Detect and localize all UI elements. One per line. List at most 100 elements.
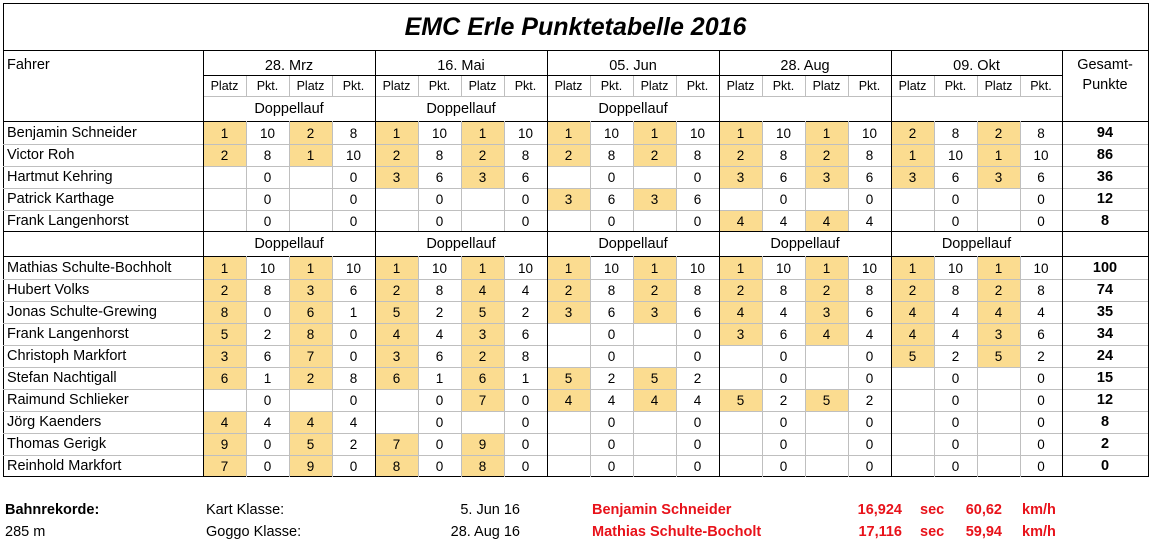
platz-cell <box>891 411 934 433</box>
platz-cell <box>547 210 590 232</box>
platz-cell <box>289 210 332 232</box>
platz-cell: 3 <box>633 188 676 210</box>
pkt-cell: 8 <box>263 282 272 298</box>
pkt-cell: 0 <box>521 213 530 229</box>
doppellauf-label: Doppellauf <box>254 100 324 117</box>
platz-cell: 1 <box>977 144 1020 166</box>
pkt-cell: 10 <box>259 125 276 141</box>
platz-cell: 7 <box>461 389 504 411</box>
platz-label: Platz <box>726 79 755 93</box>
pkt-cell: 10 <box>775 260 792 276</box>
driver-name: Frank Langenhorst <box>7 326 129 342</box>
platz-cell <box>203 210 246 232</box>
pkt-label: Pkt. <box>256 79 279 93</box>
platz-cell: 1 <box>633 122 676 144</box>
pkt-cell: 0 <box>1037 392 1045 408</box>
pkt-cell: 10 <box>259 260 276 276</box>
pkt-cell: 0 <box>521 191 530 207</box>
platz-cell: 3 <box>977 323 1020 345</box>
platz-cell: 2 <box>805 279 848 301</box>
platz-cell: 5 <box>203 323 246 345</box>
driver-name: Raimund Schlieker <box>7 392 129 408</box>
pkt-cell: 0 <box>263 392 272 408</box>
pkt-cell: 10 <box>689 125 706 141</box>
platz-cell: 3 <box>719 166 762 188</box>
platz-cell: 4 <box>805 210 848 232</box>
platz-cell: 3 <box>461 166 504 188</box>
pkt-cell: 8 <box>349 125 358 141</box>
platz-cell: 5 <box>633 367 676 389</box>
pkt-cell: 8 <box>435 147 444 163</box>
pkt-cell: 0 <box>349 191 358 207</box>
platz-label: Platz <box>468 79 497 93</box>
pkt-cell: 2 <box>693 370 702 386</box>
pkt-cell: 6 <box>1037 169 1045 185</box>
total-points: 94 <box>1096 125 1114 141</box>
driver-name: Reinhold Markfort <box>7 458 122 474</box>
platz-cell <box>805 411 848 433</box>
platz-label: Platz <box>898 79 927 93</box>
pkt-cell: 10 <box>947 260 964 276</box>
pkt-cell: 8 <box>349 370 358 386</box>
pkt-cell: 0 <box>779 370 788 386</box>
platz-cell <box>633 455 676 477</box>
pkt-cell: 0 <box>1037 458 1045 474</box>
platz-label: Platz <box>382 79 411 93</box>
platz-cell <box>805 367 848 389</box>
pkt-cell: 0 <box>779 191 788 207</box>
pkt-cell: 6 <box>435 348 444 364</box>
pkt-cell: 0 <box>779 436 788 452</box>
pkt-cell: 0 <box>693 458 702 474</box>
driver-name: Mathias Schulte-Bochholt <box>7 260 172 276</box>
total-points: 0 <box>1100 458 1110 474</box>
pkt-cell: 2 <box>521 304 530 320</box>
pkt-cell: 4 <box>951 326 960 342</box>
pkt-cell: 8 <box>521 147 530 163</box>
pkt-cell: 4 <box>779 213 788 229</box>
pkt-cell: 10 <box>861 125 878 141</box>
platz-cell: 6 <box>289 301 332 323</box>
pkt-cell: 10 <box>431 260 448 276</box>
pkt-cell: 0 <box>693 348 702 364</box>
platz-cell <box>977 210 1020 232</box>
pkt-cell: 0 <box>435 191 444 207</box>
pkt-cell: 10 <box>861 260 878 276</box>
record-time: 16,924 <box>857 502 902 518</box>
platz-cell: 2 <box>891 122 934 144</box>
platz-cell <box>891 433 934 455</box>
pkt-cell: 10 <box>689 260 706 276</box>
platz-cell: 8 <box>375 455 418 477</box>
record-driver: Mathias Schulte-Bocholt <box>592 524 762 540</box>
pkt-cell: 8 <box>779 147 788 163</box>
platz-cell: 2 <box>375 144 418 166</box>
platz-cell <box>375 411 418 433</box>
pkt-cell: 6 <box>779 169 788 185</box>
pkt-cell: 8 <box>263 147 272 163</box>
pkt-cell: 0 <box>779 348 788 364</box>
pkt-cell: 0 <box>349 458 358 474</box>
pkt-cell: 0 <box>693 436 702 452</box>
driver-name: Hubert Volks <box>7 282 90 298</box>
driver-name: Patrick Karthage <box>7 191 115 207</box>
pkt-cell: 0 <box>1037 414 1045 430</box>
total-header-line2: Punkte <box>1082 77 1128 93</box>
pkt-cell: 4 <box>1037 304 1045 320</box>
pkt-cell: 2 <box>607 370 616 386</box>
platz-cell <box>633 323 676 345</box>
platz-cell <box>891 210 934 232</box>
platz-cell: 1 <box>203 257 246 279</box>
pkt-label: Pkt. <box>428 79 451 93</box>
platz-cell <box>805 433 848 455</box>
platz-cell: 1 <box>891 144 934 166</box>
pkt-cell: 6 <box>607 191 616 207</box>
total-points: 36 <box>1096 169 1114 185</box>
pkt-cell: 0 <box>263 458 272 474</box>
pkt-cell: 0 <box>693 414 702 430</box>
platz-cell <box>203 166 246 188</box>
driver-name: Thomas Gerigk <box>7 436 107 452</box>
pkt-cell: 0 <box>1037 213 1045 229</box>
doppellauf-label: Doppellauf <box>426 100 496 117</box>
pkt-cell: 8 <box>607 282 616 298</box>
platz-cell: 4 <box>633 389 676 411</box>
platz-cell: 4 <box>719 210 762 232</box>
